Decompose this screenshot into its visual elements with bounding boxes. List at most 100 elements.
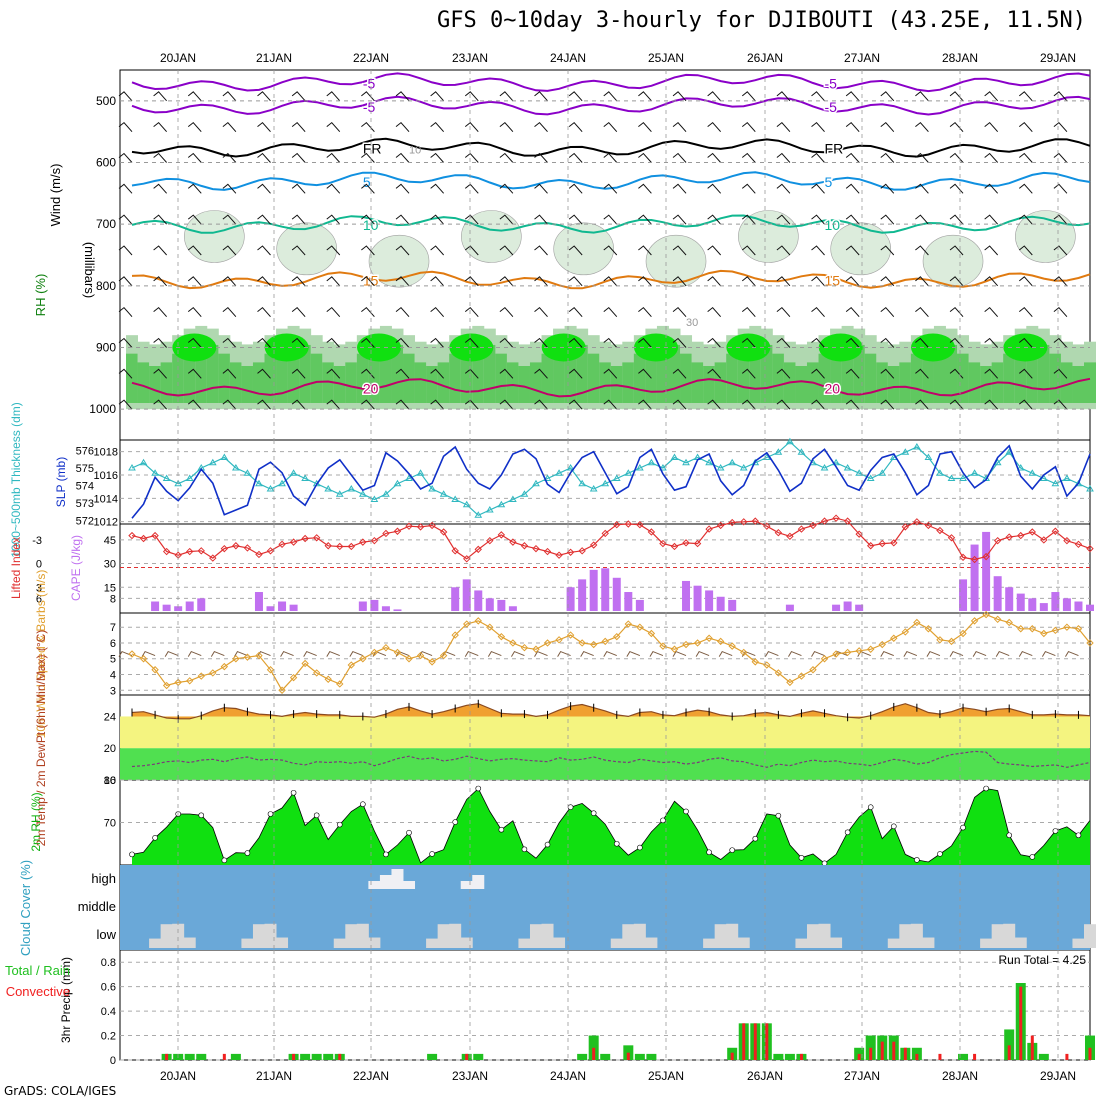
cloud-layer-label: high: [91, 871, 116, 886]
wind-barb: [915, 368, 929, 379]
lifted-index-marker: [393, 527, 402, 535]
wind-barb: [118, 368, 133, 379]
wind-speed-marker: [324, 675, 332, 683]
lifted-index-marker: [1063, 536, 1071, 545]
wind-barb: [638, 368, 652, 379]
rh-shade: [229, 362, 242, 403]
day-label-bottom: 20JAN: [160, 1069, 196, 1083]
wind-barb: [984, 337, 999, 348]
wind-barb: [1018, 121, 1033, 132]
wind-barb: [741, 276, 756, 287]
wind-barb: [880, 276, 895, 287]
wind-speed-marker: [566, 631, 575, 639]
cloud-low-bar: [610, 938, 623, 948]
thickness-marker: [555, 469, 563, 476]
rh-marker: [613, 840, 620, 847]
rh-marker: [521, 846, 528, 853]
wind-barb: [361, 183, 375, 194]
ua-axis-label-wind: Wind (m/s): [48, 164, 63, 227]
wind-barb: [257, 368, 271, 379]
rh-shade: [599, 362, 612, 403]
cape-bar: [462, 579, 471, 611]
wind-speed-marker: [266, 666, 275, 674]
wind-speed-marker: [243, 653, 252, 661]
lifted-index-marker: [312, 534, 321, 542]
wind-barb: [187, 214, 202, 225]
rh-marker: [198, 812, 205, 819]
thickness-marker: [185, 474, 194, 481]
rh-marker: [937, 851, 943, 857]
cape-bar: [1016, 593, 1025, 611]
wind-barb: [776, 368, 791, 379]
lifted-index-marker: [740, 518, 748, 526]
rh-shade: [437, 362, 450, 403]
rh-marker: [1052, 828, 1059, 834]
wind-speed-marker: [982, 610, 990, 619]
wind-barb: [534, 306, 548, 317]
thickness-slp-panel: 572 573 574 575 576 1012 1014 1016 1018 1000~500m…: [9, 402, 1094, 558]
thickness-marker: [151, 469, 159, 476]
rh-marker: [844, 829, 851, 836]
wind-barb: [153, 306, 168, 317]
thickness-marker: [208, 458, 217, 466]
lifted-index-marker: [970, 555, 979, 564]
wind-barb: [672, 399, 687, 410]
wind-barb: [845, 121, 860, 132]
slp-tick-label: 1014: [94, 493, 118, 505]
wind-barb: [430, 399, 445, 410]
surface-wind-barb: [487, 650, 502, 657]
thickness-marker: [612, 474, 621, 481]
wind-barb: [568, 337, 583, 348]
cape-tick-label: 30: [104, 559, 116, 571]
thickness-marker: [912, 443, 921, 450]
wind-speed-marker: [1074, 625, 1083, 633]
wind-barb: [568, 399, 583, 410]
cape-bar: [705, 590, 714, 611]
thickness-marker: [255, 479, 263, 487]
lifted-index-marker: [670, 542, 679, 551]
surface-wind-barb: [995, 650, 1010, 657]
wind-barb: [187, 121, 202, 132]
wind-barb: [776, 121, 791, 132]
wind-barb: [811, 306, 825, 317]
wind-barb: [222, 152, 237, 163]
cape-bar: [982, 531, 991, 611]
rh-marker: [775, 812, 782, 819]
thickness-marker: [347, 485, 356, 492]
rh-upper-patch: [553, 222, 614, 276]
cloud-low-bar: [183, 937, 196, 948]
wind-speed-marker: [382, 643, 390, 652]
surface-wind-barb: [187, 650, 202, 657]
wind-barb: [326, 91, 341, 102]
lifted-index-marker: [497, 531, 506, 539]
rh-shade: [1084, 362, 1096, 403]
ua-tick-label: 800: [96, 279, 116, 293]
rh-shade: [1072, 366, 1085, 403]
wind-speed-marker: [855, 647, 863, 655]
surface-wind-barb: [511, 650, 525, 657]
surface-wind-barb: [349, 650, 364, 657]
surface-wind-barb: [949, 650, 964, 657]
wind-barb: [118, 337, 133, 348]
cloud-low-bar: [149, 938, 162, 948]
temp-tick-label: 16: [104, 775, 116, 787]
wind-speed-marker: [532, 645, 540, 653]
wind-barb: [707, 214, 722, 225]
rh-shade: [576, 344, 589, 403]
wind-barb: [811, 91, 825, 102]
lifted-index-marker: [347, 542, 356, 551]
rh-marker: [475, 785, 482, 792]
wind-barb: [430, 276, 445, 287]
thickness-marker: [624, 469, 633, 476]
wind-barb: [430, 214, 445, 225]
precip-convective-bar: [165, 1053, 169, 1060]
wind-barb: [776, 337, 791, 348]
cloud-low-bar: [437, 924, 450, 948]
temp-line: [131, 703, 1091, 720]
wind-barb: [499, 306, 514, 317]
rh-marker: [660, 817, 666, 824]
cape-li-panel: 8 6 15 3 30 0 45 -3 Lifted Index CAPE (J/kg): [9, 514, 1094, 611]
wind-barb: [811, 276, 825, 287]
wind-barb: [430, 183, 445, 194]
precip-total-bar: [323, 1053, 334, 1060]
